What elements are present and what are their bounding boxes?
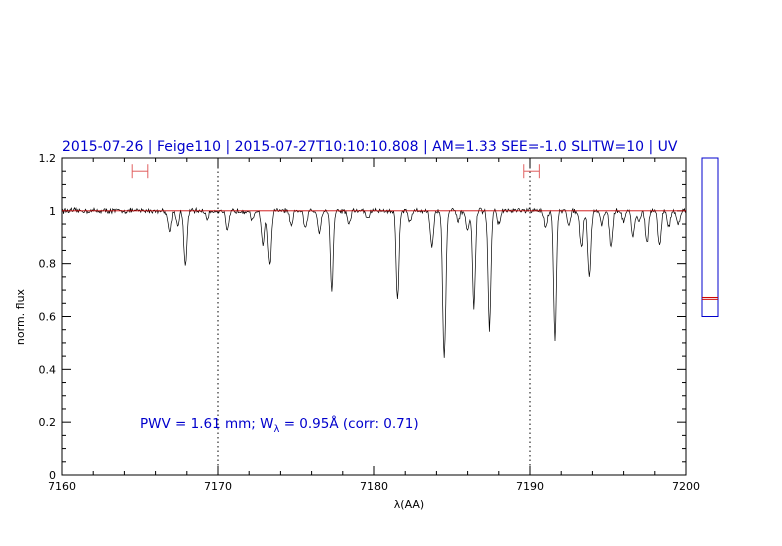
x-tick-label: 7200 <box>672 480 700 493</box>
w-subscript: λ <box>273 424 279 435</box>
x-tick-label: 7180 <box>360 480 388 493</box>
y-tick-label: 0.8 <box>39 258 57 271</box>
side-indicator-box <box>701 157 719 317</box>
x-tick-label: 7190 <box>516 480 544 493</box>
x-axis-label: λ(AA) <box>394 498 424 511</box>
pwv-annotation: PWV = 1.61 mm; Wλ = 0.95Å (corr: 0.71) <box>140 415 419 435</box>
y-tick-label: 0.2 <box>39 416 57 429</box>
y-axis-label: norm. flux <box>14 288 27 345</box>
y-tick-label: 1 <box>49 205 56 218</box>
w-symbol: W <box>260 416 273 432</box>
x-tick-label: 7170 <box>204 480 232 493</box>
y-axis-ticks: 0 0.2 0.4 0.6 0.8 1 1.2 <box>39 152 686 482</box>
x-tick-label: 7160 <box>48 480 76 493</box>
y-tick-label: 0.6 <box>39 311 57 324</box>
pwv-text: PWV = 1.61 mm; <box>140 416 256 432</box>
spectrum-line <box>61 206 687 358</box>
y-tick-label: 1.2 <box>39 152 57 165</box>
chart-title: 2015-07-26 | Feige110 | 2015-07-27T10:10… <box>62 139 678 155</box>
y-tick-label: 0.4 <box>39 363 57 376</box>
continuum-windows <box>131 164 540 179</box>
y-tick-label: 0 <box>49 469 56 482</box>
reference-lines <box>217 158 531 475</box>
side-indicator <box>701 157 719 317</box>
series-group <box>61 206 687 358</box>
x-axis-ticks: 7160 7170 7180 7190 7200 <box>48 158 700 493</box>
w-value: = 0.95Å (corr: 0.71) <box>279 415 418 432</box>
